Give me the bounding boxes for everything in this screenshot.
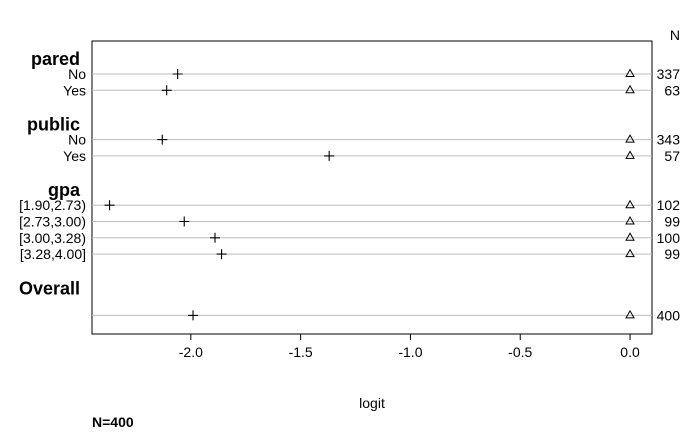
triangle-marker: [625, 134, 635, 143]
count-label: 63: [664, 82, 680, 98]
row-label: Yes: [63, 148, 86, 164]
cross-marker: [209, 232, 220, 243]
triangle-marker: [625, 68, 635, 77]
cross-marker: [216, 249, 227, 260]
count-header: N: [670, 27, 680, 43]
cross-marker: [172, 69, 183, 79]
count-label: 57: [664, 148, 680, 164]
plot-frame: [91, 40, 653, 335]
triangle-marker: [625, 150, 635, 159]
count-label: 99: [664, 214, 680, 230]
cross-marker: [157, 134, 168, 145]
triangle-marker: [625, 232, 635, 241]
triangle-marker: [625, 309, 635, 319]
count-label: 400: [657, 307, 681, 323]
x-tick-label: 0.0: [620, 344, 640, 360]
cross-marker: [324, 150, 335, 161]
x-axis-title: logit: [359, 395, 385, 411]
triangle-marker: [625, 199, 635, 209]
x-axis: -2.0 -1.5 -1.0 -0.5 0.0: [179, 334, 640, 360]
row-label: Yes: [63, 82, 86, 98]
count-label: 99: [664, 246, 680, 262]
row-label: [2.73,3.00): [19, 214, 86, 230]
group-label: Overall: [19, 278, 80, 298]
x-tick-label: -0.5: [508, 344, 532, 360]
triangle-marker: [625, 84, 635, 94]
row-label: [1.90,2.73): [19, 197, 86, 213]
group-label: public: [27, 115, 80, 135]
triangle-marker: [625, 248, 635, 258]
x-tick-label: -1.0: [398, 344, 422, 360]
row-label: No: [68, 132, 86, 148]
count-label: 337: [657, 66, 681, 82]
group-label: gpa: [48, 180, 81, 200]
count-label: 343: [657, 132, 681, 148]
cross-marker: [161, 85, 172, 96]
row-label: [3.00,3.28): [19, 230, 86, 246]
row-label: [3.28,4.00]: [20, 246, 86, 262]
cross-marker: [188, 310, 199, 321]
count-label: 100: [657, 230, 681, 246]
row-label: No: [68, 66, 86, 82]
triangle-marker: [625, 215, 635, 225]
footnote: N=400: [92, 414, 134, 430]
x-tick-label: -1.5: [289, 344, 313, 360]
group-label: pared: [31, 49, 80, 69]
x-tick-label: -2.0: [179, 344, 203, 360]
cross-marker: [179, 216, 190, 227]
count-label: 102: [657, 197, 681, 213]
cross-marker: [104, 200, 115, 211]
